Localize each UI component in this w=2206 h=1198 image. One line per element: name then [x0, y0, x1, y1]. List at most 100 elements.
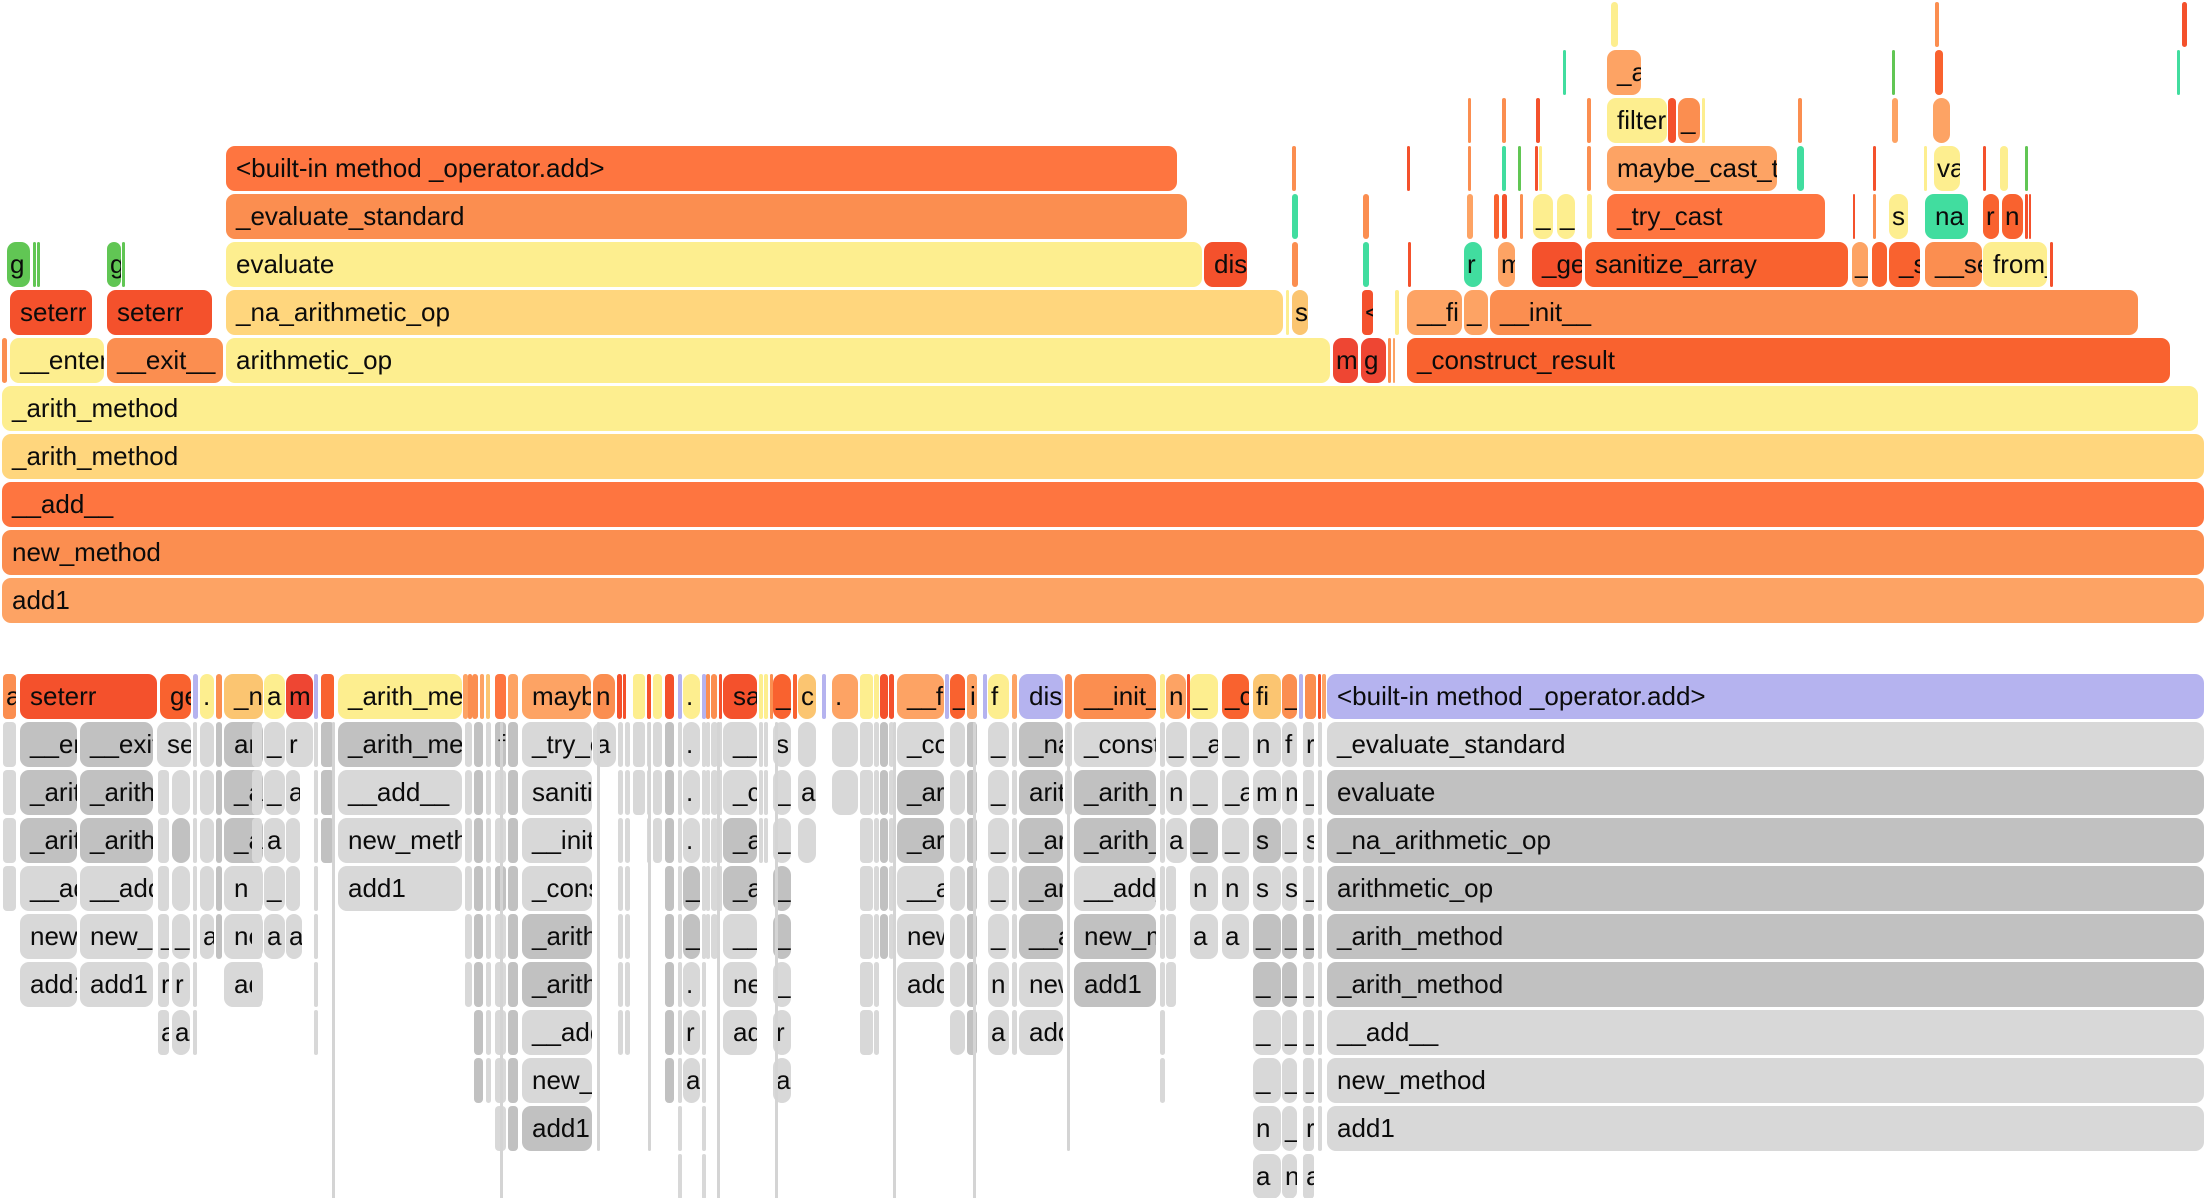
frame-bar[interactable]: _ge — [1532, 242, 1582, 287]
leaf-frame-bar[interactable]: fi — [1253, 674, 1281, 719]
caller-frame-cell[interactable] — [465, 962, 472, 1007]
caller-frame-cell[interactable]: _arith_method — [1074, 770, 1156, 815]
leaf-frame-bar[interactable]: ge — [160, 674, 191, 719]
caller-frame-cell[interactable] — [508, 818, 518, 863]
caller-frame-cell[interactable] — [1318, 1010, 1322, 1055]
caller-frame-cell[interactable] — [216, 914, 222, 959]
caller-frame-cell[interactable]: _ — [1303, 1010, 1314, 1055]
caller-frame-cell[interactable]: _ — [264, 866, 285, 911]
leaf-frame-bar[interactable] — [617, 674, 622, 719]
frame-sliver[interactable] — [1873, 194, 1876, 239]
frame-bar[interactable]: _s — [1889, 242, 1920, 287]
caller-frame-cell[interactable]: _ — [988, 770, 1009, 815]
caller-frame-cell[interactable]: a — [200, 914, 214, 959]
caller-frame-cell[interactable] — [665, 818, 674, 863]
frame-bar[interactable]: seterr — [10, 290, 92, 335]
caller-frame-cell[interactable]: _a — [723, 866, 757, 911]
caller-frame-cell[interactable] — [508, 770, 518, 815]
caller-frame-cell[interactable] — [474, 866, 483, 911]
caller-frame-cell[interactable]: _arith_method — [1327, 962, 2204, 1007]
leaf-frame-bar[interactable] — [1299, 674, 1303, 719]
caller-frame-cell[interactable]: arithmetic_op — [1019, 770, 1063, 815]
caller-frame-cell[interactable] — [1160, 866, 1165, 911]
caller-frame-cell[interactable]: _ — [1282, 1058, 1297, 1103]
caller-frame-cell[interactable] — [1012, 770, 1017, 815]
caller-frame-cell[interactable] — [1318, 818, 1322, 863]
caller-frame-cell[interactable]: add1 — [522, 1106, 592, 1151]
frame-bar[interactable]: _try_cast — [1607, 194, 1825, 239]
leaf-frame-bar[interactable]: n — [1166, 674, 1186, 719]
frame-bar[interactable]: _ — [1533, 194, 1553, 239]
caller-frame-cell[interactable] — [950, 722, 965, 767]
frame-sliver[interactable] — [1924, 146, 1927, 191]
frame-sliver[interactable] — [1668, 98, 1676, 143]
leaf-frame-bar[interactable] — [1012, 674, 1017, 719]
leaf-frame-bar[interactable] — [702, 674, 706, 719]
frame-bar[interactable]: __init__ — [1490, 290, 2138, 335]
caller-frame-cell[interactable]: a — [286, 914, 302, 959]
caller-frame-cell[interactable] — [950, 914, 965, 959]
caller-frame-cell[interactable] — [706, 770, 710, 815]
frame-sliver[interactable] — [37, 242, 40, 287]
frame-sliver[interactable] — [1873, 146, 1876, 191]
caller-frame-cell[interactable] — [950, 818, 965, 863]
caller-frame-cell[interactable] — [702, 914, 706, 959]
caller-frame-cell[interactable] — [474, 1010, 483, 1055]
frame-bar[interactable]: <built-in method _operator.add> — [226, 146, 1177, 191]
frame-sliver[interactable] — [1587, 98, 1591, 143]
caller-frame-cell[interactable]: add1 — [897, 962, 944, 1007]
frame-sliver[interactable] — [2050, 242, 2053, 287]
caller-frame-cell[interactable] — [874, 770, 879, 815]
leaf-frame-bar[interactable]: _ — [773, 674, 791, 719]
leaf-frame-bar[interactable]: _ — [950, 674, 965, 719]
caller-frame-cell[interactable] — [874, 914, 879, 959]
caller-frame-cell[interactable] — [860, 1010, 873, 1055]
caller-frame-cell[interactable] — [702, 722, 706, 767]
caller-frame-cell[interactable] — [950, 962, 965, 1007]
caller-frame-cell[interactable] — [711, 914, 718, 959]
caller-frame-cell[interactable]: _ — [264, 722, 285, 767]
frame-bar[interactable]: va — [1934, 146, 1960, 191]
caller-frame-cell[interactable]: _ — [988, 914, 1009, 959]
caller-frame-cell[interactable]: _ — [1303, 962, 1314, 1007]
frame-bar[interactable]: m — [1333, 338, 1358, 383]
caller-frame-cell[interactable]: _construct_result — [1074, 722, 1156, 767]
caller-frame-cell[interactable] — [465, 722, 472, 767]
caller-frame-cell[interactable] — [950, 770, 965, 815]
frame-bar[interactable]: add1 — [2, 578, 2204, 623]
caller-frame-cell[interactable] — [967, 1010, 977, 1055]
frame-sliver[interactable] — [1563, 50, 1566, 95]
caller-frame-cell[interactable] — [1012, 722, 1017, 767]
caller-frame-cell[interactable] — [719, 722, 722, 767]
leaf-frame-bar[interactable] — [1318, 674, 1321, 719]
caller-frame-cell[interactable] — [508, 1010, 518, 1055]
frame-bar[interactable]: new_method — [2, 530, 2204, 575]
caller-frame-cell[interactable]: _ — [1282, 1010, 1297, 1055]
caller-frame-cell[interactable] — [193, 722, 197, 767]
caller-frame-cell[interactable] — [216, 866, 222, 911]
caller-frame-cell[interactable] — [764, 770, 768, 815]
caller-frame-cell[interactable]: add1 — [1074, 962, 1156, 1007]
leaf-frame-bar[interactable] — [1160, 674, 1165, 719]
leaf-frame-bar[interactable] — [711, 674, 717, 719]
caller-frame-cell[interactable] — [874, 722, 879, 767]
leaf-frame-bar[interactable] — [1322, 674, 1326, 719]
caller-frame-cell[interactable]: _arith_method — [80, 770, 153, 815]
frame-bar[interactable]: seterr — [107, 290, 212, 335]
caller-frame-cell[interactable] — [1318, 1106, 1322, 1151]
caller-frame-cell[interactable] — [633, 722, 645, 767]
leaf-frame-bar[interactable]: n — [593, 674, 615, 719]
caller-frame-cell[interactable] — [486, 866, 491, 911]
caller-frame-cell[interactable]: n — [1190, 866, 1218, 911]
caller-frame-cell[interactable] — [252, 818, 262, 863]
caller-frame-cell[interactable]: r — [1303, 722, 1314, 767]
caller-frame-cell[interactable] — [950, 866, 965, 911]
caller-frame-cell[interactable]: __ — [723, 722, 757, 767]
caller-frame-cell[interactable] — [665, 1058, 674, 1103]
caller-frame-cell[interactable]: _ — [1282, 818, 1297, 863]
frame-sliver[interactable] — [1363, 242, 1369, 287]
frame-bar[interactable]: maybe_cast_to — [1607, 146, 1777, 191]
caller-frame-cell[interactable] — [967, 818, 977, 863]
caller-frame-cell[interactable] — [1166, 962, 1176, 1007]
caller-frame-cell[interactable] — [633, 770, 645, 815]
